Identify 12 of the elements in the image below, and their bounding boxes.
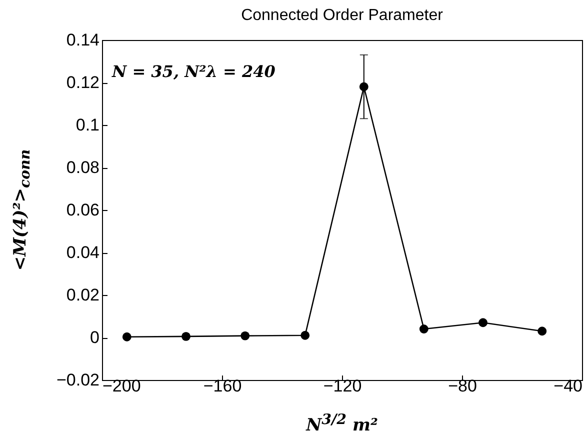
x-axis-title: N$^{3/2}$ m² (306, 412, 378, 436)
y-tick-label: 0.08 (66, 158, 100, 177)
y-tick-label: 0.14 (66, 30, 100, 50)
y-tick-label: 0.1 (76, 116, 100, 134)
y-tick-label: 0 (90, 328, 100, 347)
y-tick-label: 0.04 (66, 243, 100, 262)
y-tick-label: −0.02 (56, 370, 100, 390)
chart-title: Connected Order Parameter (241, 7, 444, 24)
annotation: N = 35, N²λ = 240 (111, 62, 276, 81)
y-tick-label: 0.12 (66, 73, 100, 92)
y-tick-label: 0.02 (66, 286, 100, 304)
y-tick-label: 0.06 (66, 200, 100, 220)
